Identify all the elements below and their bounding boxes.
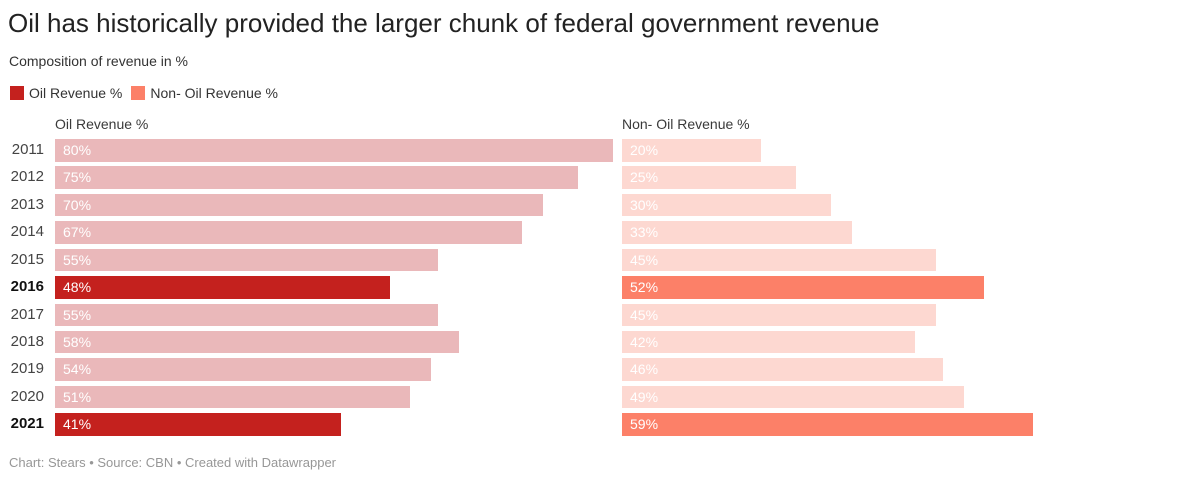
legend-item: Oil Revenue % <box>10 85 122 101</box>
plot-area: 2011 80% 20% 2012 75% 25% 2013 70% 30% 2014 67% 33%… <box>0 139 1200 439</box>
nonoil-bar: 45% <box>622 303 936 327</box>
bar-value-label: 33% <box>630 224 659 241</box>
chart-row: 2018 58% 42% <box>0 330 1200 354</box>
oil-bar: 54% <box>55 358 432 381</box>
oil-bar: 48% <box>55 276 390 299</box>
bar-value-label: 80% <box>63 142 92 158</box>
bar-value-label: 55% <box>63 251 92 268</box>
legend-label: Oil Revenue % <box>29 85 123 101</box>
year-label: 2012 <box>10 168 44 186</box>
bar-value-label: 52% <box>630 279 659 296</box>
chart-subtitle: Composition of revenue in % <box>9 53 188 69</box>
year-label: 2019 <box>10 360 44 378</box>
year-label: 2011 <box>11 141 44 158</box>
oil-bar: 55% <box>55 303 439 327</box>
nonoil-bar: 42% <box>622 330 915 354</box>
nonoil-bar: 25% <box>622 166 797 189</box>
bar-value-label: 45% <box>630 306 659 323</box>
chart-row: 2016 48% 52% <box>0 276 1200 299</box>
bar-value-label: 55% <box>63 306 92 323</box>
chart-title: Oil has historically provided the larger… <box>8 8 880 38</box>
bar-value-label: 45% <box>630 251 659 268</box>
bar-value-label: 59% <box>630 416 659 433</box>
oil-bar: 67% <box>55 221 522 244</box>
oil-bar: 41% <box>55 413 341 436</box>
oil-bar: 70% <box>55 193 543 217</box>
oil-bar: 80% <box>55 139 613 162</box>
legend: Oil Revenue % Non- Oil Revenue % <box>10 85 278 101</box>
year-label: 2014 <box>10 223 44 241</box>
bar-value-label: 58% <box>63 333 92 350</box>
legend-label: Non- Oil Revenue % <box>150 85 279 101</box>
oil-bar: 58% <box>55 330 460 354</box>
chart-row: 2012 75% 25% <box>0 166 1200 189</box>
column-header-nonoil: Non- Oil Revenue % <box>622 116 750 132</box>
bar-value-label: 30% <box>630 196 659 213</box>
chart-row: 2017 55% 45% <box>0 303 1200 327</box>
nonoil-bar: 33% <box>622 221 852 244</box>
nonoil-bar: 20% <box>622 139 762 162</box>
nonoil-bar: 45% <box>622 248 936 272</box>
bar-value-label: 41% <box>63 416 92 433</box>
year-label: 2015 <box>10 250 44 268</box>
column-header-oil: Oil Revenue % <box>55 116 149 132</box>
year-label: 2016 <box>10 278 44 296</box>
chart-row: 2011 80% 20% <box>0 139 1200 162</box>
bar-value-label: 49% <box>630 388 659 405</box>
bar-value-label: 70% <box>63 196 92 213</box>
year-label: 2017 <box>10 305 44 323</box>
chart-row: 2021 41% 59% <box>0 413 1200 436</box>
year-label: 2020 <box>10 387 44 405</box>
legend-swatch-icon <box>131 86 146 100</box>
chart-footer: Chart: Stears • Source: CBN • Created wi… <box>9 455 337 470</box>
year-label: 2018 <box>10 332 44 350</box>
bar-value-label: 42% <box>630 333 659 350</box>
nonoil-bar: 49% <box>622 385 964 409</box>
nonoil-bar: 30% <box>622 193 832 217</box>
bar-value-label: 46% <box>630 361 659 378</box>
nonoil-bar: 46% <box>622 358 943 381</box>
chart-row: 2013 70% 30% <box>0 193 1200 217</box>
bar-value-label: 20% <box>630 142 659 158</box>
bar-value-label: 54% <box>63 361 92 378</box>
chart-row: 2015 55% 45% <box>0 248 1200 272</box>
chart-row: 2014 67% 33% <box>0 221 1200 244</box>
chart-row: 2020 51% 49% <box>0 385 1200 409</box>
bar-value-label: 75% <box>63 169 92 186</box>
year-label: 2013 <box>10 195 44 213</box>
oil-bar: 51% <box>55 385 411 409</box>
nonoil-bar: 52% <box>622 276 985 299</box>
bar-value-label: 25% <box>630 169 659 186</box>
bar-value-label: 67% <box>63 224 92 241</box>
legend-item: Non- Oil Revenue % <box>131 85 278 101</box>
bar-value-label: 48% <box>63 279 92 296</box>
bar-value-label: 51% <box>63 388 92 405</box>
chart-row: 2019 54% 46% <box>0 358 1200 381</box>
nonoil-bar: 59% <box>622 413 1034 436</box>
oil-bar: 75% <box>55 166 578 189</box>
legend-swatch-icon <box>10 86 24 100</box>
oil-bar: 55% <box>55 248 439 272</box>
year-label: 2021 <box>10 415 44 433</box>
